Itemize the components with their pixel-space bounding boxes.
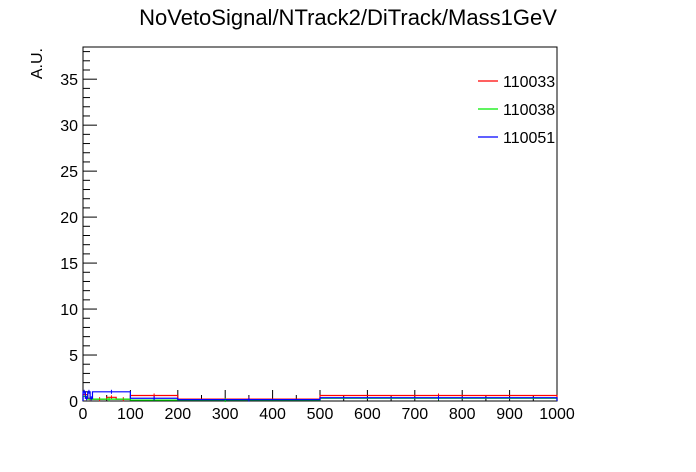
- legend-item-110051: 110051: [478, 130, 555, 147]
- y-tick-label: 30: [60, 118, 78, 135]
- y-axis: 0 5 10 15 20 25 30 35: [60, 51, 97, 411]
- legend-label: 110033: [503, 74, 555, 91]
- y-tick-label: 20: [60, 210, 78, 227]
- x-tick-label: 1000: [539, 406, 575, 423]
- x-tick-label: 700: [401, 406, 428, 423]
- y-axis-label: A.U.: [29, 48, 46, 79]
- series-110051: [82, 389, 558, 402]
- plot-frame: [82, 46, 558, 402]
- x-tick-label: 600: [354, 406, 381, 423]
- series-outline: [82, 391, 558, 401]
- legend-item-110038: 110038: [478, 102, 555, 119]
- x-tick-label: 100: [117, 406, 144, 423]
- legend-label: 110038: [503, 102, 555, 119]
- x-tick-label: 500: [307, 406, 334, 423]
- y-tick-label: 5: [69, 348, 78, 365]
- x-tick-label: 900: [496, 406, 523, 423]
- y-tick-label: 10: [60, 302, 78, 319]
- y-tick-label: 25: [60, 164, 78, 181]
- x-tick-label: 800: [449, 406, 476, 423]
- chart-title: NoVetoSignal/NTrack2/DiTrack/Mass1GeV: [139, 5, 557, 30]
- legend: 110033 110038 110051: [478, 74, 555, 147]
- x-tick-label: 200: [164, 406, 191, 423]
- x-tick-label: 0: [79, 406, 88, 423]
- y-tick-label: 15: [60, 256, 78, 273]
- y-tick-label: 35: [60, 72, 78, 89]
- x-tick-label: 300: [212, 406, 239, 423]
- x-tick-label: 400: [259, 406, 286, 423]
- x-axis: 0 100 200 300 400 500 600 700 800 900 1000: [79, 390, 575, 423]
- series-layer: [82, 389, 558, 403]
- legend-label: 110051: [503, 130, 555, 147]
- legend-item-110033: 110033: [478, 74, 555, 91]
- y-tick-label: 0: [69, 394, 78, 411]
